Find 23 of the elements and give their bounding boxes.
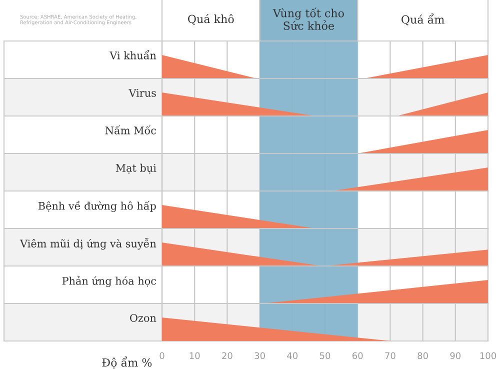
x-tick-label: 30 (254, 352, 265, 360)
x-tick-label: 0 (160, 352, 164, 360)
text: Quá ẩm (402, 14, 444, 26)
x-tick-label: 80 (418, 352, 428, 360)
chart-title: Nấm Mốc (105, 125, 156, 134)
chart-title: Bệnh về đường hô hấp (38, 200, 156, 212)
chart-title: Vi khuẩn (110, 50, 156, 60)
x-tick-label: 10 (190, 352, 200, 360)
x-tick-label: 40 (287, 352, 298, 360)
band-label: Vùng tốt cho Sức khỏe (272, 8, 344, 30)
x-tick-label: 20 (222, 352, 232, 360)
x-axis-title: Độ ẩm % (102, 356, 152, 369)
chart-title: Mạt bụi (116, 164, 156, 174)
chart-title: Virus (128, 89, 156, 97)
x-tick-label: 100 (480, 352, 496, 360)
x-tick-label: 50 (320, 352, 330, 360)
text: Quá khô (188, 14, 234, 25)
x-tick-label: 70 (385, 352, 396, 360)
x-tick-label: 90 (450, 352, 461, 360)
x-tick-label: 60 (352, 352, 363, 360)
chart-title: Ozon (130, 314, 156, 322)
chart-title: Phản ứng hóa học (62, 276, 156, 287)
chart-title: Viêm mũi dị ứng và suyễn (20, 238, 156, 250)
